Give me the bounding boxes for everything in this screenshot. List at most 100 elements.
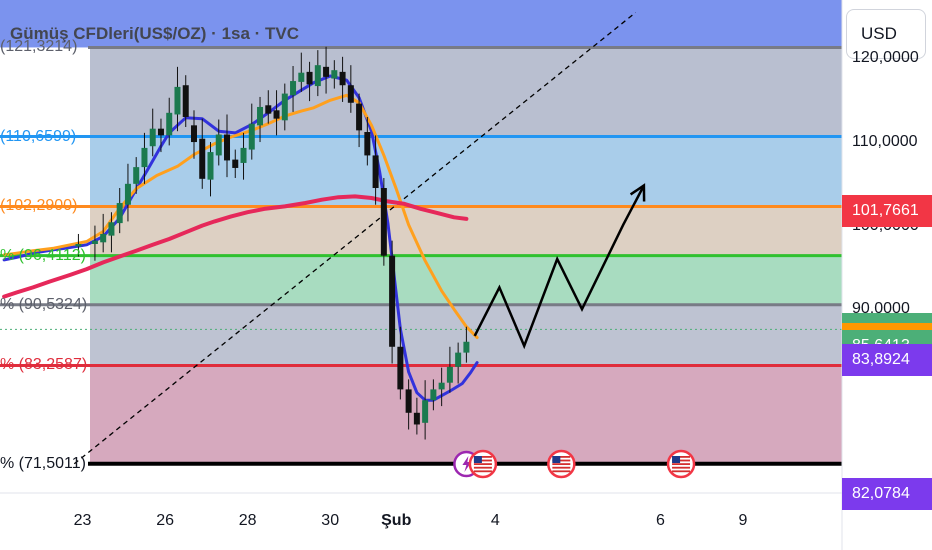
candle-12 xyxy=(182,85,189,117)
flag-stripe-2-4 xyxy=(552,470,571,473)
candle-19 xyxy=(240,147,247,163)
x-tick-label-2: 28 xyxy=(238,512,257,529)
x-tick-label-1: 26 xyxy=(156,512,174,529)
candle-23 xyxy=(273,110,280,119)
candle-6 xyxy=(133,167,140,184)
candle-32 xyxy=(347,85,354,103)
candle-44 xyxy=(446,366,453,383)
flag-stripe-3-3 xyxy=(672,466,691,469)
candle-31 xyxy=(339,71,346,86)
fib-band-4 xyxy=(90,255,842,305)
flag-stripe-1-3 xyxy=(473,466,492,469)
candle-43 xyxy=(438,382,445,390)
price-tag-value-5: 82,0784 xyxy=(852,485,910,502)
candle-33 xyxy=(356,103,363,131)
flash-bolt-icon xyxy=(462,456,472,472)
candle-30 xyxy=(331,70,338,79)
flag-stripe-1-0 xyxy=(473,456,492,458)
fib-level-label-1: (110,6599) xyxy=(0,127,77,145)
candle-28 xyxy=(314,65,321,87)
candle-41 xyxy=(422,400,429,423)
fib-level-label-6: % (71,5011) xyxy=(0,454,86,472)
x-tick-label-0: 23 xyxy=(73,512,92,529)
flag-stripe-2-0 xyxy=(552,456,571,458)
flag-stripe-2-2 xyxy=(552,463,571,465)
fib-band-left-top xyxy=(0,0,90,48)
flag-canton-2 xyxy=(552,456,561,463)
candle-39 xyxy=(405,389,412,413)
candle-36 xyxy=(380,188,387,256)
projection-arrowhead xyxy=(629,183,646,202)
candle-13 xyxy=(190,125,197,143)
currency-button[interactable]: USD xyxy=(846,9,926,59)
x-tick-label-7: 9 xyxy=(738,512,748,529)
fib-level-label-0: (121,3214) xyxy=(0,38,78,56)
chart-title: Gümüş CFDleri(US$/OZ) · 1sa · TVC xyxy=(10,24,300,43)
candle-20 xyxy=(248,123,255,150)
x-tick-label-4: Şub xyxy=(381,512,412,529)
flag-stripe-1-2 xyxy=(473,463,492,465)
candle-14 xyxy=(199,138,206,179)
projection-arrow[interactable] xyxy=(473,183,646,350)
event-markers xyxy=(453,449,696,479)
candle-45 xyxy=(455,352,462,367)
fib-level-label-2: (102,2900) xyxy=(0,197,78,215)
candle-37 xyxy=(389,255,396,347)
fib-level-label-3: % (96,4112) xyxy=(0,246,86,264)
candle-15 xyxy=(207,152,214,180)
candle-8 xyxy=(149,128,156,147)
price-tag-value-4: 83,8924 xyxy=(852,351,910,369)
candle-4 xyxy=(116,203,123,224)
axes xyxy=(0,0,843,550)
candle-10 xyxy=(166,112,173,136)
trendline[interactable] xyxy=(73,12,637,465)
projection-path xyxy=(473,184,646,350)
moving-average-1 xyxy=(2,93,479,340)
y-tick-label-2: 110,0000 xyxy=(852,133,918,151)
candle-5 xyxy=(124,183,131,205)
flag-stripe-3-1 xyxy=(672,459,691,462)
candle-22 xyxy=(265,105,272,114)
flag-stripe-2-3 xyxy=(552,466,571,469)
flag-canton-3 xyxy=(672,456,681,463)
x-tick-label-3: 30 xyxy=(321,512,340,529)
fib-level-label-4: % (90,5324) xyxy=(0,295,88,313)
candle-27 xyxy=(306,71,313,85)
y-tick-label-3: 120,0000 xyxy=(852,49,919,67)
candle-26 xyxy=(298,72,305,82)
x-tick-label-5: 4 xyxy=(490,512,500,529)
flag-stripe-1-4 xyxy=(473,470,492,473)
y-tick-label-0: 90,0000 xyxy=(852,300,910,318)
candles xyxy=(75,46,470,440)
candle-18 xyxy=(232,159,239,168)
price-tag-4: 83,8924 xyxy=(842,344,932,377)
candle-9 xyxy=(157,128,164,136)
fib-band-1 xyxy=(90,47,842,137)
candle-2 xyxy=(100,233,107,243)
candle-1 xyxy=(91,240,98,244)
flag-canton-1 xyxy=(473,456,482,463)
x-tick-label-6: 6 xyxy=(655,512,665,529)
flag-stripe-3-4 xyxy=(672,470,691,473)
candle-42 xyxy=(430,389,437,401)
candle-29 xyxy=(323,66,330,77)
candle-38 xyxy=(397,346,404,390)
candle-24 xyxy=(281,93,288,121)
candle-7 xyxy=(141,147,148,168)
candle-11 xyxy=(174,86,181,115)
flag-stripe-2-1 xyxy=(552,459,571,462)
candle-21 xyxy=(257,106,264,126)
candle-17 xyxy=(224,134,231,161)
candle-25 xyxy=(290,81,297,96)
moving-average-2 xyxy=(2,194,469,299)
price-tag-0: 101,7661 xyxy=(842,194,932,227)
flag-stripe-3-0 xyxy=(672,456,691,458)
candle-35 xyxy=(372,155,379,189)
candle-3 xyxy=(108,222,115,236)
flag-stripe-1-1 xyxy=(473,459,492,462)
price-tag-5: 82,0784 xyxy=(842,478,932,510)
price-tag-value-0: 101,7661 xyxy=(852,201,919,219)
candle-40 xyxy=(413,412,420,425)
candle-16 xyxy=(215,134,222,156)
